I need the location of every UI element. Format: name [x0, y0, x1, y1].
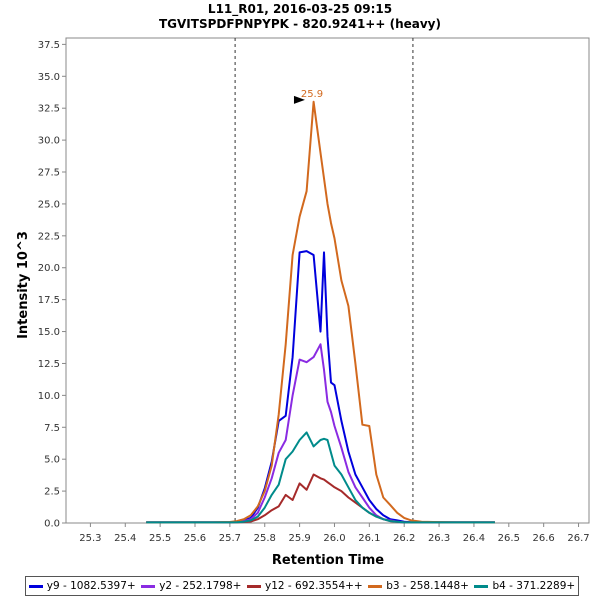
y-axis-label: Intensity 10^3	[16, 231, 31, 339]
y-tick-label: 15.0	[38, 327, 60, 338]
legend-swatch	[246, 584, 261, 588]
plot-frame	[65, 37, 590, 524]
x-axis-label: Retention Time	[272, 553, 384, 568]
x-tick-label: 25.9	[288, 533, 310, 544]
x-tick-label: 26.3	[428, 533, 450, 544]
y-tick-label: 12.5	[38, 359, 60, 370]
chart-title: L11_R01, 2016-03-25 09:15	[208, 2, 392, 17]
y-tick-label: 10.0	[38, 391, 60, 402]
y-tick-label: 5.0	[44, 455, 60, 466]
legend-item: y2 - 252.1798+	[141, 580, 241, 592]
legend-swatch	[368, 584, 383, 588]
x-tick-label: 26.5	[498, 533, 520, 544]
x-tick-label: 25.6	[184, 533, 206, 544]
y-tick-label: 20.0	[38, 263, 60, 274]
x-tick-label: 25.3	[79, 533, 101, 544]
y-tick-label: 22.5	[38, 231, 60, 242]
series-line	[146, 431, 495, 524]
legend-swatch	[474, 584, 489, 588]
series-line	[146, 100, 495, 524]
y-tick-label: 25.0	[38, 199, 60, 210]
legend-label: b4 - 371.2289+	[492, 580, 576, 592]
y-tick-label: 37.5	[38, 40, 60, 51]
legend-label: y9 - 1082.5397+	[46, 580, 136, 592]
y-tick-label: 27.5	[38, 168, 60, 179]
legend-item: b4 - 371.2289+	[474, 580, 575, 592]
y-tick-label: 7.5	[44, 423, 60, 434]
y-tick-label: 0.0	[44, 519, 60, 530]
plot-area: 0.0 2.5 5.0 7.5 10.0 12.5 15.0 17.5 20.0 22.5 25.0…	[38, 37, 590, 544]
x-tick-label: 26.0	[323, 533, 345, 544]
x-tick-label: 25.8	[254, 533, 276, 544]
legend-label: y12 - 692.3554++	[264, 580, 363, 592]
x-tick-label: 26.6	[533, 533, 555, 544]
peak-label: 25.9	[301, 89, 323, 100]
legend-swatch	[28, 584, 43, 588]
x-tick-label: 26.4	[463, 533, 485, 544]
y-tick-label: 35.0	[38, 72, 60, 83]
chart-subtitle: TGVITSPDFPNPYPK - 820.9241++ (heavy)	[159, 17, 441, 31]
peak-marker-arrow	[293, 95, 305, 104]
y-tick-label: 32.5	[38, 104, 60, 115]
legend-label: y2 - 252.1798+	[159, 580, 242, 592]
y-tick-label: 30.0	[38, 136, 60, 147]
legend-item: y12 - 692.3554++	[246, 580, 363, 592]
legend-swatch	[141, 584, 156, 588]
y-tick-label: 2.5	[44, 487, 60, 498]
x-tick-label: 25.5	[149, 533, 171, 544]
chromatogram-chart: L11_R01, 2016-03-25 09:15 TGVITSPDFPNPYP…	[16, 2, 590, 568]
x-tick-label: 26.7	[567, 533, 589, 544]
legend-item: y9 - 1082.5397+	[28, 580, 136, 592]
x-tick-label: 26.2	[393, 533, 415, 544]
legend-label: b3 - 258.1448+	[386, 580, 469, 592]
y-tick-label: 17.5	[38, 295, 60, 306]
chart-legend: y9 - 1082.5397+ y2 - 252.1798+ y12 - 692.3…	[25, 576, 579, 596]
legend-item: b3 - 258.1448+	[368, 580, 469, 592]
x-tick-label: 25.4	[114, 533, 136, 544]
x-tick-label: 26.1	[358, 533, 380, 544]
x-tick-label: 25.7	[219, 533, 241, 544]
